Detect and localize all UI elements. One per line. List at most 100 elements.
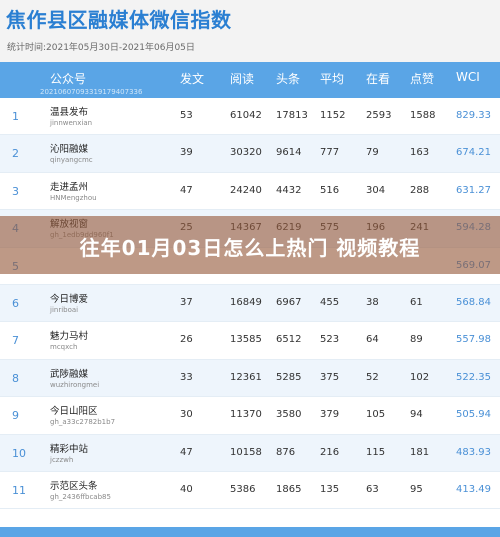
top-reads-cell: 876 <box>276 446 296 458</box>
wci-cell: 483.93 <box>456 446 491 458</box>
account-name-cell: 温县发布 <box>50 107 89 118</box>
watching-cell: 304 <box>366 184 386 196</box>
posts-cell: 26 <box>180 334 193 346</box>
wci-cell: 674.21 <box>456 147 491 159</box>
posts-cell: 47 <box>180 446 193 458</box>
watching-cell: 105 <box>366 409 386 421</box>
account-name-cell: 走进孟州 <box>50 181 89 193</box>
top-reads-cell: 9614 <box>276 147 302 159</box>
column-header-top: 头条 <box>276 72 301 86</box>
average-reads-cell: 216 <box>320 446 340 458</box>
average-reads-cell: 777 <box>320 147 340 159</box>
posts-cell: 53 <box>180 110 193 121</box>
table-row: 2 沁阳融媒 qinyangcmc 39 30320 9614 777 79 163 674.21 <box>0 135 500 173</box>
table-row: 7 魅力马村 mcqxch 26 13585 6512 523 64 89 557.98 <box>0 322 500 360</box>
column-header-posts: 发文 <box>180 72 205 86</box>
table-row: 1 温县发布 jinnwenxian 53 61042 17813 1152 2593 1588… <box>0 98 500 136</box>
posts-cell: 30 <box>180 409 193 421</box>
bottom-bar <box>0 527 500 537</box>
account-name-cell: 魅力马村 <box>50 331 89 343</box>
account-name-cell: 示范区头条 <box>50 480 98 492</box>
wci-cell: 505.94 <box>456 409 491 421</box>
rank-cell: 2 <box>12 147 19 161</box>
account-id-cell: jczzwh <box>50 455 74 464</box>
account-id-cell: jinnwenxian <box>50 119 93 127</box>
header-id-code: 20210607093319179407336 <box>40 88 143 96</box>
ranking-table: 公众号 发文 阅读 头条 平均 在看 点赞 WCI 20210607093319… <box>0 62 500 537</box>
reads-cell: 61042 <box>230 110 262 121</box>
reads-cell: 12361 <box>230 371 262 383</box>
watching-cell: 115 <box>366 446 386 458</box>
likes-cell: 163 <box>410 147 430 159</box>
column-header-wci: WCI <box>456 70 480 84</box>
table-row: 3 走进孟州 HNMengzhou 47 24240 4432 516 304 288 631.2… <box>0 173 500 211</box>
posts-cell: 33 <box>180 371 193 383</box>
rank-cell: 6 <box>12 296 19 310</box>
likes-cell: 89 <box>410 334 423 346</box>
wci-cell: 522.35 <box>456 371 491 383</box>
column-header-name: 公众号 <box>50 72 87 86</box>
watching-cell: 38 <box>366 296 379 308</box>
likes-cell: 181 <box>410 446 430 458</box>
average-reads-cell: 375 <box>320 371 340 383</box>
top-reads-cell: 5285 <box>276 371 302 383</box>
rank-cell: 11 <box>12 483 26 497</box>
top-reads-cell: 17813 <box>276 110 308 121</box>
table-body: 1 温县发布 jinnwenxian 53 61042 17813 1152 2593 1588… <box>0 98 500 510</box>
posts-cell: 40 <box>180 483 193 495</box>
account-name-cell: 今日博爱 <box>50 293 89 305</box>
account-id-cell: qinyangcmc <box>50 156 93 165</box>
account-id-cell: wuzhirongmei <box>50 380 100 389</box>
reads-cell: 11370 <box>230 409 262 421</box>
watching-cell: 2593 <box>366 110 392 121</box>
posts-cell: 37 <box>180 296 193 308</box>
account-id-cell: jinriboai <box>50 305 79 314</box>
top-reads-cell: 6512 <box>276 334 302 346</box>
column-header-likes: 点赞 <box>410 72 435 86</box>
watching-cell: 79 <box>366 147 379 159</box>
top-reads-cell: 3580 <box>276 409 302 421</box>
account-id-cell: HNMengzhou <box>50 193 97 202</box>
column-header-avg: 平均 <box>320 72 345 86</box>
table-row: 8 武陟融媒 wuzhirongmei 33 12361 5285 375 52 102 522.… <box>0 359 500 398</box>
table-row: 9 今日山阳区 gh_a33c2782b1b7 30 11370 3580 379 105 94… <box>0 397 500 435</box>
account-name-cell: 沁阳融媒 <box>50 144 89 156</box>
likes-cell: 94 <box>410 409 423 421</box>
header: 焦作县区融媒体微信指数 统计时间:2021年05月30日-2021年06月05日 <box>0 0 500 62</box>
account-name-cell: 武陟融媒 <box>50 368 89 380</box>
watching-cell: 64 <box>366 334 379 346</box>
average-reads-cell: 135 <box>320 483 340 495</box>
rank-cell: 1 <box>12 110 19 123</box>
wci-cell: 631.27 <box>456 184 491 196</box>
likes-cell: 102 <box>410 371 430 383</box>
watching-cell: 52 <box>366 371 379 383</box>
likes-cell: 95 <box>410 483 423 495</box>
wci-cell: 413.49 <box>456 483 491 495</box>
posts-cell: 39 <box>180 147 193 159</box>
posts-cell: 47 <box>180 184 193 196</box>
wci-cell: 829.33 <box>456 110 491 121</box>
average-reads-cell: 379 <box>320 409 340 421</box>
rank-cell: 8 <box>12 371 19 385</box>
statistics-period: 统计时间:2021年05月30日-2021年06月05日 <box>7 43 195 53</box>
average-reads-cell: 523 <box>320 334 340 346</box>
table-row: 6 今日博爱 jinriboai 37 16849 6967 455 38 61 568.84 <box>0 284 500 323</box>
wci-cell: 557.98 <box>456 334 491 346</box>
reads-cell: 10158 <box>230 446 262 458</box>
reads-cell: 30320 <box>230 147 262 159</box>
top-reads-cell: 4432 <box>276 184 302 196</box>
table-row: 11 示范区头条 gh_2436ffbcab85 40 5386 1865 135 63 95 4… <box>0 472 500 510</box>
average-reads-cell: 1152 <box>320 110 346 121</box>
top-reads-cell: 6967 <box>276 296 302 308</box>
reads-cell: 5386 <box>230 483 256 495</box>
overlay-title: 往年01月03日怎么上热门 视频教程 <box>79 236 421 260</box>
rank-cell: 3 <box>12 184 19 198</box>
rank-cell: 7 <box>12 334 19 348</box>
table-header: 公众号 发文 阅读 头条 平均 在看 点赞 WCI 20210607093319… <box>0 62 500 98</box>
likes-cell: 288 <box>410 184 430 196</box>
page-title: 焦作县区融媒体微信指数 <box>6 8 232 32</box>
account-id-cell: gh_a33c2782b1b7 <box>50 418 116 427</box>
rank-cell: 10 <box>12 446 26 460</box>
table-row: 10 精彩中站 jczzwh 47 10158 876 216 115 181 483.93 <box>0 434 500 472</box>
reads-cell: 24240 <box>230 184 262 196</box>
